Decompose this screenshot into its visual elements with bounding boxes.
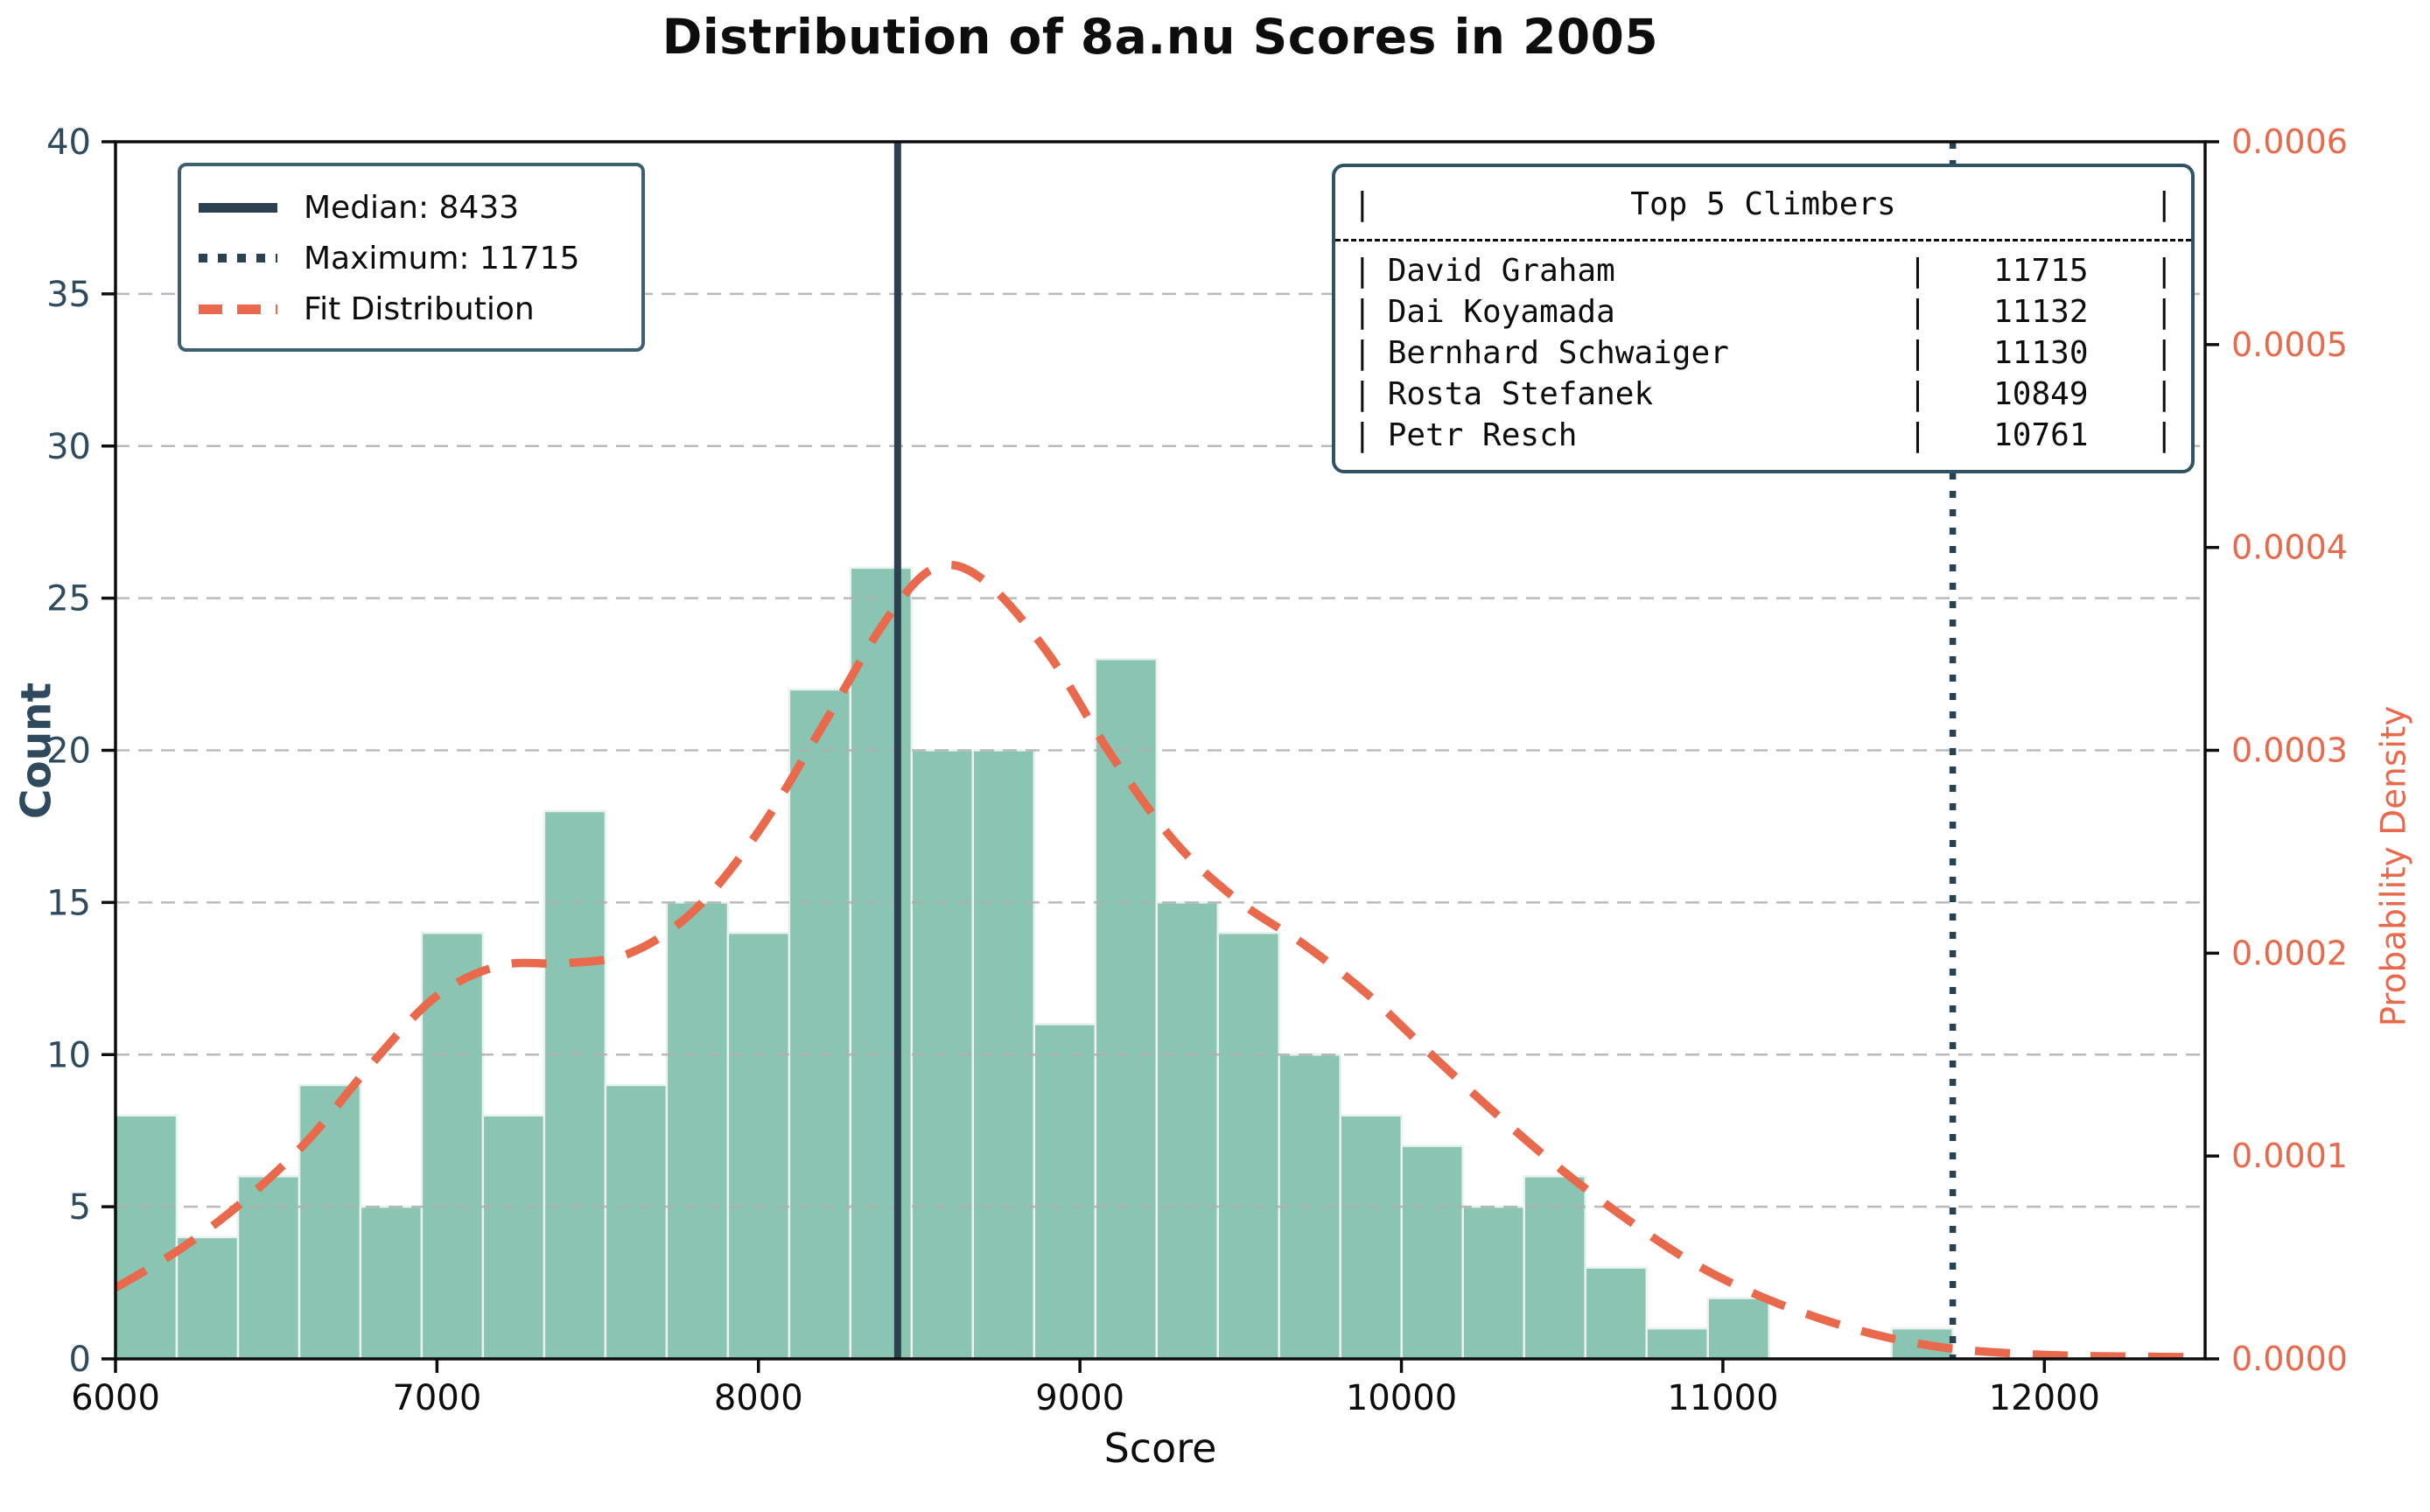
fit-line-swatch xyxy=(199,304,277,314)
pipe-glyph: | xyxy=(1908,417,1928,453)
climber-score: 11715 xyxy=(1993,253,2089,289)
legend-label: Fit Distribution xyxy=(304,290,535,327)
legend-label: Median: 8433 xyxy=(304,189,520,226)
legend-item-median: Median: 8433 xyxy=(199,182,624,233)
pipe-glyph: | xyxy=(2154,186,2174,222)
pipe-glyph: | xyxy=(1908,335,1928,371)
top5-climbers-table: | Top 5 Climbers | | David Graham | 1171… xyxy=(1332,164,2195,473)
climber-score: 11130 xyxy=(1993,335,2089,371)
table-separator xyxy=(1335,239,2191,242)
histogram-bar xyxy=(665,901,730,1361)
histogram-bar xyxy=(298,1083,362,1361)
median-line-swatch xyxy=(199,202,277,213)
histogram-bar xyxy=(1645,1326,1709,1361)
histogram-bar xyxy=(175,1236,240,1361)
table-row: | Dai Koyamada | 11132 | xyxy=(1335,291,2191,332)
y-left-tick-label: 15 xyxy=(46,883,91,923)
x-tick-label: 12000 xyxy=(1989,1378,2100,1418)
x-tick-label: 11000 xyxy=(1667,1378,1778,1418)
table-row: | David Graham | 11715 | xyxy=(1335,250,2191,291)
y-right-tick-label: 0.0002 xyxy=(2231,934,2348,972)
pipe-glyph: | xyxy=(2154,417,2174,453)
y-left-tick-label: 35 xyxy=(46,275,91,315)
histogram-bar xyxy=(1584,1266,1648,1361)
histogram-bar xyxy=(114,1114,179,1361)
histogram-bar xyxy=(236,1175,301,1361)
x-tick-label: 10000 xyxy=(1346,1378,1457,1418)
pipe-glyph: | xyxy=(2154,335,2174,371)
climber-score: 11132 xyxy=(1993,294,2089,330)
y-axis-label-left: Count xyxy=(12,682,61,820)
climber-name: David Graham xyxy=(1387,253,1615,289)
pipe-glyph: | xyxy=(1353,335,1372,371)
histogram-bar xyxy=(1155,901,1220,1361)
pipe-glyph: | xyxy=(1353,376,1372,412)
climber-name: Dai Koyamada xyxy=(1387,294,1615,330)
pipe-glyph: | xyxy=(1908,376,1928,412)
y-left-tick-label: 0 xyxy=(69,1340,91,1380)
histogram-bar xyxy=(849,566,914,1361)
chart-title: Distribution of 8a.nu Scores in 2005 xyxy=(662,9,1659,65)
x-tick-label: 9000 xyxy=(1035,1378,1124,1418)
pipe-glyph: | xyxy=(1908,294,1928,330)
maximum-line-swatch xyxy=(199,254,277,262)
histogram-bar xyxy=(1033,1023,1097,1361)
pipe-glyph: | xyxy=(1353,417,1372,453)
histogram-bar xyxy=(1094,657,1159,1361)
histogram-bar xyxy=(1216,931,1281,1361)
histogram-bar xyxy=(1339,1114,1403,1361)
histogram-bar xyxy=(1400,1144,1464,1361)
y-left-tick-label: 10 xyxy=(46,1035,91,1075)
pipe-glyph: | xyxy=(2154,376,2174,412)
pipe-glyph: | xyxy=(2154,294,2174,330)
climber-name: Bernhard Schwaiger xyxy=(1387,335,1729,371)
histogram-bar xyxy=(726,931,791,1361)
histogram-bar xyxy=(788,688,852,1361)
top5-table-title: Top 5 Climbers xyxy=(1630,186,1896,222)
table-row: | Rosta Stefanek | 10849 | xyxy=(1335,374,2191,415)
x-tick-label: 8000 xyxy=(714,1378,803,1418)
histogram-bar xyxy=(481,1114,546,1361)
legend-label: Maximum: 11715 xyxy=(304,240,580,276)
y-right-tick-label: 0.0000 xyxy=(2231,1340,2348,1378)
y-left-tick-label: 5 xyxy=(69,1187,91,1228)
fit-distribution-curve xyxy=(116,560,2205,1359)
histogram-bar xyxy=(1523,1175,1586,1361)
legend: Median: 8433 Maximum: 11715 Fit Distribu… xyxy=(178,163,645,352)
histogram-bar xyxy=(1461,1205,1525,1361)
climber-score: 10761 xyxy=(1993,417,2089,453)
top5-table-header: | Top 5 Climbers | xyxy=(1335,179,2191,228)
pipe-glyph: | xyxy=(1353,186,1372,222)
table-row: | Petr Resch | 10761 | xyxy=(1335,415,2191,456)
y-right-tick-label: 0.0003 xyxy=(2231,732,2348,770)
y-left-tick-label: 20 xyxy=(46,732,91,772)
y-right-tick-label: 0.0006 xyxy=(2231,122,2348,161)
y-left-tick-label: 30 xyxy=(46,427,91,467)
histogram-bar xyxy=(604,1083,669,1361)
legend-item-fit: Fit Distribution xyxy=(199,284,624,334)
x-tick-label: 7000 xyxy=(392,1378,481,1418)
x-axis-label: Score xyxy=(1103,1424,1217,1472)
x-tick-label: 6000 xyxy=(71,1378,160,1418)
y-axis-label-right: Probability Density xyxy=(2374,705,2414,1027)
climber-name: Petr Resch xyxy=(1387,417,1578,453)
histogram-bar xyxy=(1706,1297,1770,1361)
pipe-glyph: | xyxy=(1353,253,1372,289)
pipe-glyph: | xyxy=(1353,294,1372,330)
table-row: | Bernhard Schwaiger | 11130 | xyxy=(1335,332,2191,374)
y-right-tick-label: 0.0005 xyxy=(2231,326,2348,364)
histogram-bar xyxy=(359,1205,424,1361)
histogram-bar xyxy=(543,809,607,1361)
y-right-tick-label: 0.0001 xyxy=(2231,1137,2348,1175)
legend-item-maximum: Maximum: 11715 xyxy=(199,233,624,284)
y-left-tick-label: 25 xyxy=(46,579,91,620)
climber-score: 10849 xyxy=(1993,376,2089,412)
y-left-tick-label: 40 xyxy=(46,122,91,163)
pipe-glyph: | xyxy=(1908,253,1928,289)
climber-name: Rosta Stefanek xyxy=(1387,376,1654,412)
pipe-glyph: | xyxy=(2154,253,2174,289)
y-right-tick-label: 0.0004 xyxy=(2231,528,2348,567)
